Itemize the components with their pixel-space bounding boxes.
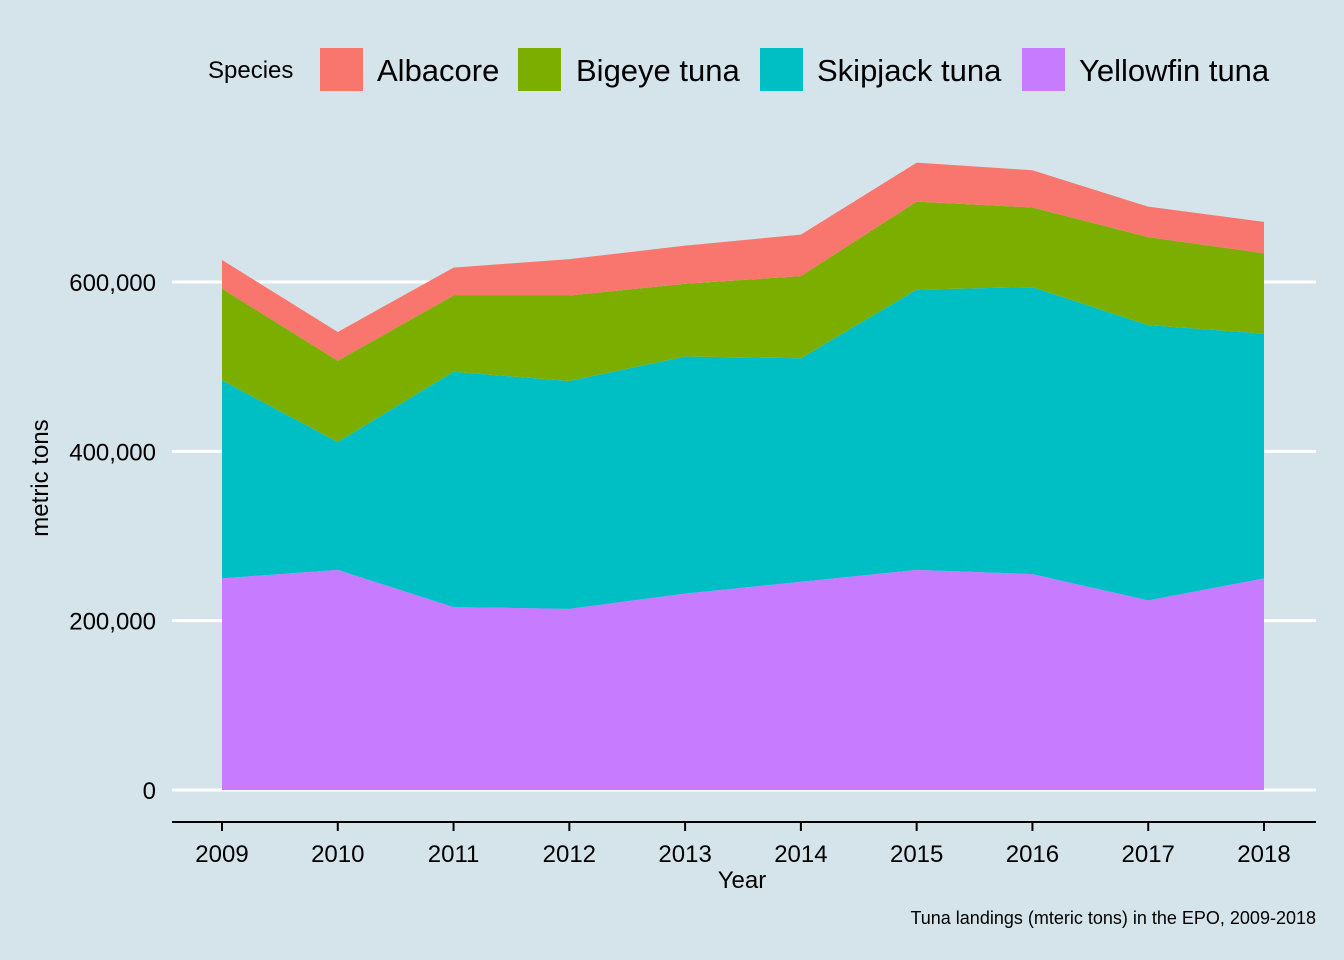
- legend-key: [760, 48, 803, 91]
- area-skipjack-tuna: [222, 287, 1264, 609]
- axes: 0 200,000 400,000 600,000 2009 2010 2011 2012 20…: [69, 270, 1316, 868]
- y-tick-label: 400,000: [69, 439, 156, 466]
- x-tick-label: 2017: [1122, 841, 1175, 868]
- legend-label: Skipjack tuna: [817, 53, 1002, 88]
- area-bigeye-tuna: [222, 201, 1264, 443]
- x-tick-label: 2009: [195, 841, 248, 868]
- x-tick-label: 2010: [311, 841, 364, 868]
- x-axis-title: Year: [718, 867, 767, 894]
- y-axis-title: metric tons: [27, 419, 54, 536]
- x-tick-label: 2015: [890, 841, 943, 868]
- legend-title: Species: [208, 57, 293, 84]
- stacked-areas: [222, 162, 1264, 790]
- x-tick-label: 2011: [428, 841, 480, 868]
- x-tick-label: 2016: [1006, 841, 1059, 868]
- area-yellowfin-tuna: [222, 569, 1264, 790]
- legend-key: [1022, 48, 1065, 91]
- area-albacore: [222, 162, 1264, 361]
- legend-label: Albacore: [377, 53, 499, 88]
- x-tick-label: 2012: [543, 841, 596, 868]
- x-tick-label: 2014: [774, 841, 827, 868]
- y-tick-label: 200,000: [69, 609, 156, 636]
- y-tick-label: 0: [143, 778, 156, 805]
- chart-caption: Tuna landings (mteric tons) in the EPO, …: [910, 908, 1316, 928]
- x-tick-label: 2013: [658, 841, 711, 868]
- legend-key: [320, 48, 363, 91]
- legend-label: Bigeye tuna: [576, 53, 740, 88]
- x-tick-label: 2018: [1237, 841, 1290, 868]
- y-tick-label: 600,000: [69, 270, 156, 297]
- legend-label: Yellowfin tuna: [1079, 53, 1270, 88]
- legend-key: [518, 48, 561, 91]
- legend: Species Albacore Bigeye tuna Skipjack tuna…: [208, 48, 1270, 91]
